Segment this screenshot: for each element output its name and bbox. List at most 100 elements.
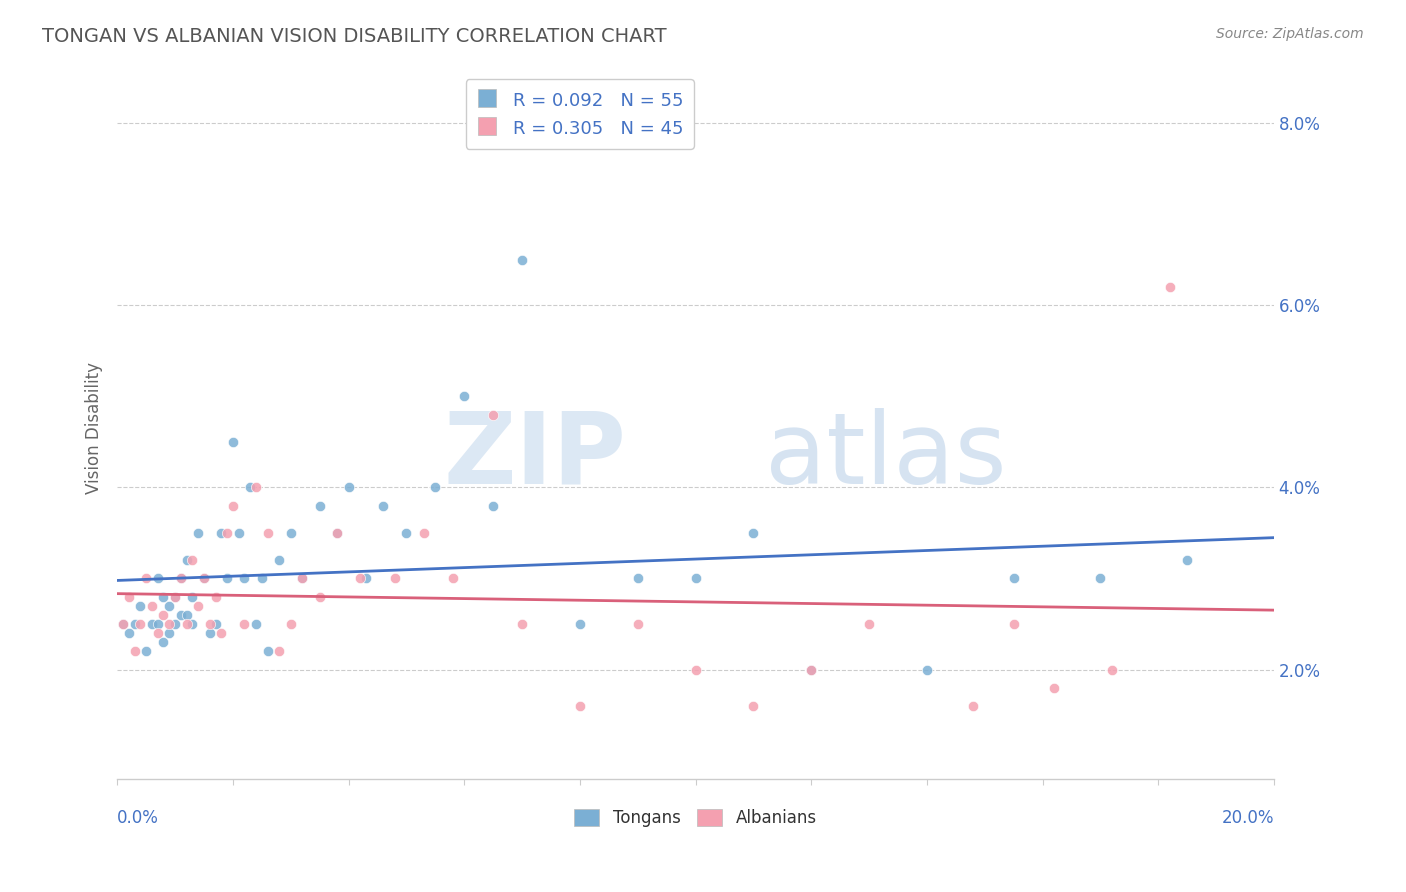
Point xyxy=(510,617,533,632)
Point xyxy=(568,699,591,714)
Point xyxy=(187,525,209,540)
Point xyxy=(152,607,174,622)
Point xyxy=(222,434,245,449)
Point xyxy=(395,525,418,540)
Point xyxy=(412,525,434,540)
Point xyxy=(308,499,330,513)
Point xyxy=(245,617,267,632)
Point xyxy=(326,525,349,540)
Point xyxy=(337,480,360,494)
Point xyxy=(118,590,141,604)
Point xyxy=(233,572,256,586)
Point xyxy=(373,499,395,513)
Point xyxy=(198,626,221,640)
Text: ZIP: ZIP xyxy=(443,408,626,505)
Point xyxy=(962,699,984,714)
Point xyxy=(193,572,215,586)
Point xyxy=(124,617,146,632)
Point xyxy=(291,572,314,586)
Point xyxy=(239,480,262,494)
Point xyxy=(135,644,157,658)
Point xyxy=(163,590,186,604)
Point xyxy=(152,635,174,649)
Text: 0.0%: 0.0% xyxy=(117,809,159,828)
Point xyxy=(176,607,198,622)
Point xyxy=(141,599,163,613)
Point xyxy=(800,663,823,677)
Point xyxy=(269,644,291,658)
Point xyxy=(256,644,278,658)
Point xyxy=(124,644,146,658)
Legend: Tongans, Albanians: Tongans, Albanians xyxy=(568,802,824,834)
Point xyxy=(111,617,134,632)
Point xyxy=(198,617,221,632)
Point xyxy=(384,572,406,586)
Point xyxy=(187,599,209,613)
Point xyxy=(135,572,157,586)
Point xyxy=(1002,572,1025,586)
Point xyxy=(146,626,169,640)
Point xyxy=(111,617,134,632)
Point xyxy=(157,617,180,632)
Point xyxy=(291,572,314,586)
Point xyxy=(308,590,330,604)
Y-axis label: Vision Disability: Vision Disability xyxy=(86,362,103,494)
Point xyxy=(170,607,193,622)
Point xyxy=(425,480,447,494)
Point xyxy=(269,553,291,567)
Point xyxy=(1002,617,1025,632)
Point xyxy=(354,572,377,586)
Point xyxy=(742,699,765,714)
Point xyxy=(453,389,475,403)
Point xyxy=(482,408,505,422)
Text: TONGAN VS ALBANIAN VISION DISABILITY CORRELATION CHART: TONGAN VS ALBANIAN VISION DISABILITY COR… xyxy=(42,27,666,45)
Point xyxy=(170,572,193,586)
Point xyxy=(129,617,152,632)
Point xyxy=(1159,280,1181,294)
Point xyxy=(349,572,371,586)
Point xyxy=(510,252,533,267)
Point xyxy=(280,525,302,540)
Point xyxy=(204,617,226,632)
Point xyxy=(800,663,823,677)
Point xyxy=(250,572,273,586)
Point xyxy=(1043,681,1066,695)
Point xyxy=(118,626,141,640)
Point xyxy=(1175,553,1198,567)
Point xyxy=(204,590,226,604)
Text: 20.0%: 20.0% xyxy=(1222,809,1274,828)
Point xyxy=(627,572,650,586)
Point xyxy=(146,617,169,632)
Point xyxy=(181,553,204,567)
Point xyxy=(685,663,707,677)
Point xyxy=(129,599,152,613)
Point xyxy=(152,590,174,604)
Text: atlas: atlas xyxy=(765,408,1007,505)
Point xyxy=(915,663,938,677)
Point xyxy=(170,572,193,586)
Point xyxy=(482,499,505,513)
Point xyxy=(146,572,169,586)
Point xyxy=(176,617,198,632)
Point xyxy=(1090,572,1112,586)
Point xyxy=(233,617,256,632)
Point xyxy=(256,525,278,540)
Point xyxy=(209,626,232,640)
Point xyxy=(181,590,204,604)
Point xyxy=(228,525,250,540)
Point xyxy=(568,617,591,632)
Point xyxy=(209,525,232,540)
Text: Source: ZipAtlas.com: Source: ZipAtlas.com xyxy=(1216,27,1364,41)
Point xyxy=(157,626,180,640)
Point xyxy=(193,572,215,586)
Point xyxy=(1101,663,1123,677)
Point xyxy=(627,617,650,632)
Point xyxy=(176,553,198,567)
Point xyxy=(858,617,880,632)
Point xyxy=(217,572,239,586)
Point xyxy=(141,617,163,632)
Point xyxy=(441,572,464,586)
Point xyxy=(157,599,180,613)
Point xyxy=(181,617,204,632)
Point xyxy=(280,617,302,632)
